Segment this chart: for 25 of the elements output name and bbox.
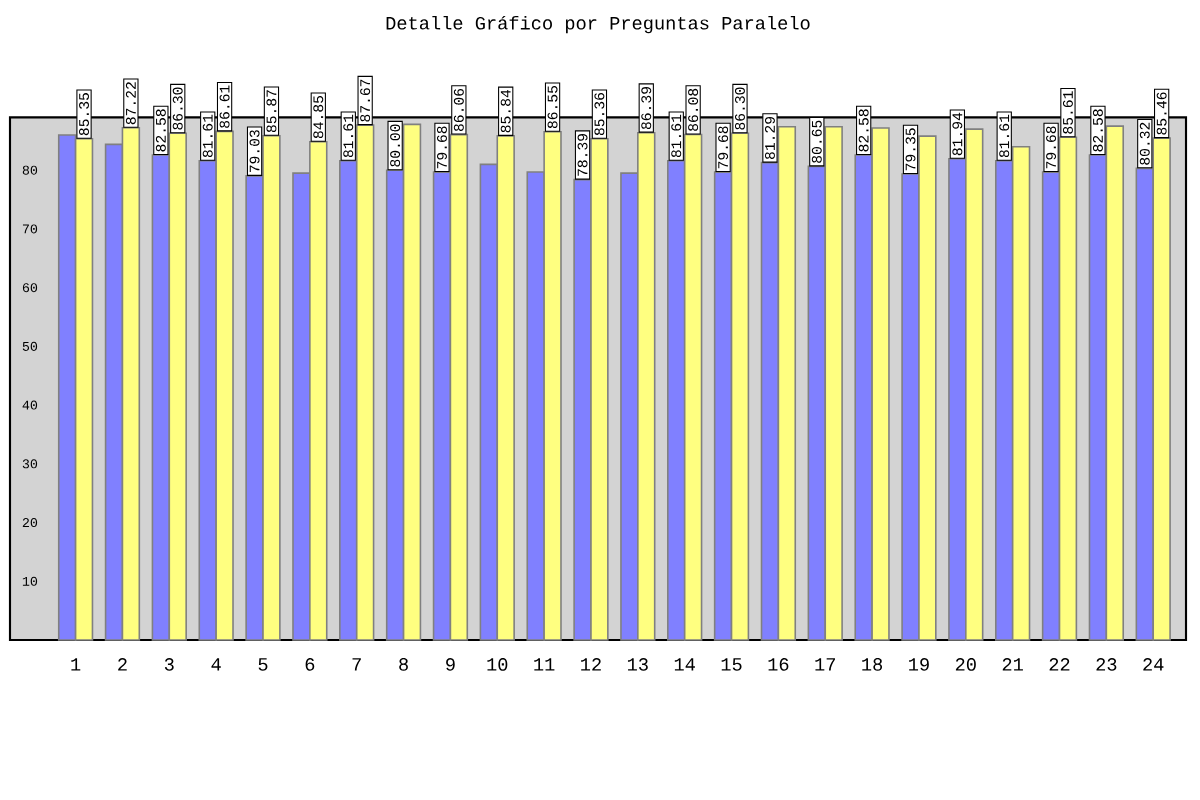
x-tick-label: 21 (1002, 658, 1023, 671)
x-tick-label: 7 (352, 658, 361, 671)
x-tick-label: 19 (909, 658, 929, 671)
x-tick-label: 3 (164, 658, 174, 671)
chart-title: Detalle Gráfico por Preguntas Paralelo (386, 15, 810, 34)
x-tick-label: 4 (211, 658, 221, 671)
x-tick-label: 14 (674, 658, 695, 671)
x-tick-label: 2 (118, 658, 127, 671)
x-tick-label: 1 (71, 658, 81, 671)
x-tick-label: 23 (1096, 658, 1117, 671)
x-tick-label: 9 (446, 658, 455, 671)
x-tick-label: 22 (1049, 658, 1070, 671)
x-tick-label: 6 (305, 658, 315, 671)
x-tick-label: 20 (955, 658, 976, 671)
x-tick-label: 17 (815, 658, 835, 671)
x-tick-label: 5 (258, 658, 268, 671)
x-tick-label: 18 (862, 658, 883, 671)
x-tick-label: 13 (627, 658, 648, 671)
x-tick-label: 24 (1143, 658, 1164, 671)
x-tick-label: 12 (581, 658, 601, 671)
x-tick-label: 10 (487, 658, 508, 671)
x-tick-label: 8 (399, 658, 408, 671)
x-tick-label: 16 (768, 658, 789, 671)
x-tick-label: 15 (721, 658, 742, 671)
x-tick-label: 11 (534, 658, 555, 671)
